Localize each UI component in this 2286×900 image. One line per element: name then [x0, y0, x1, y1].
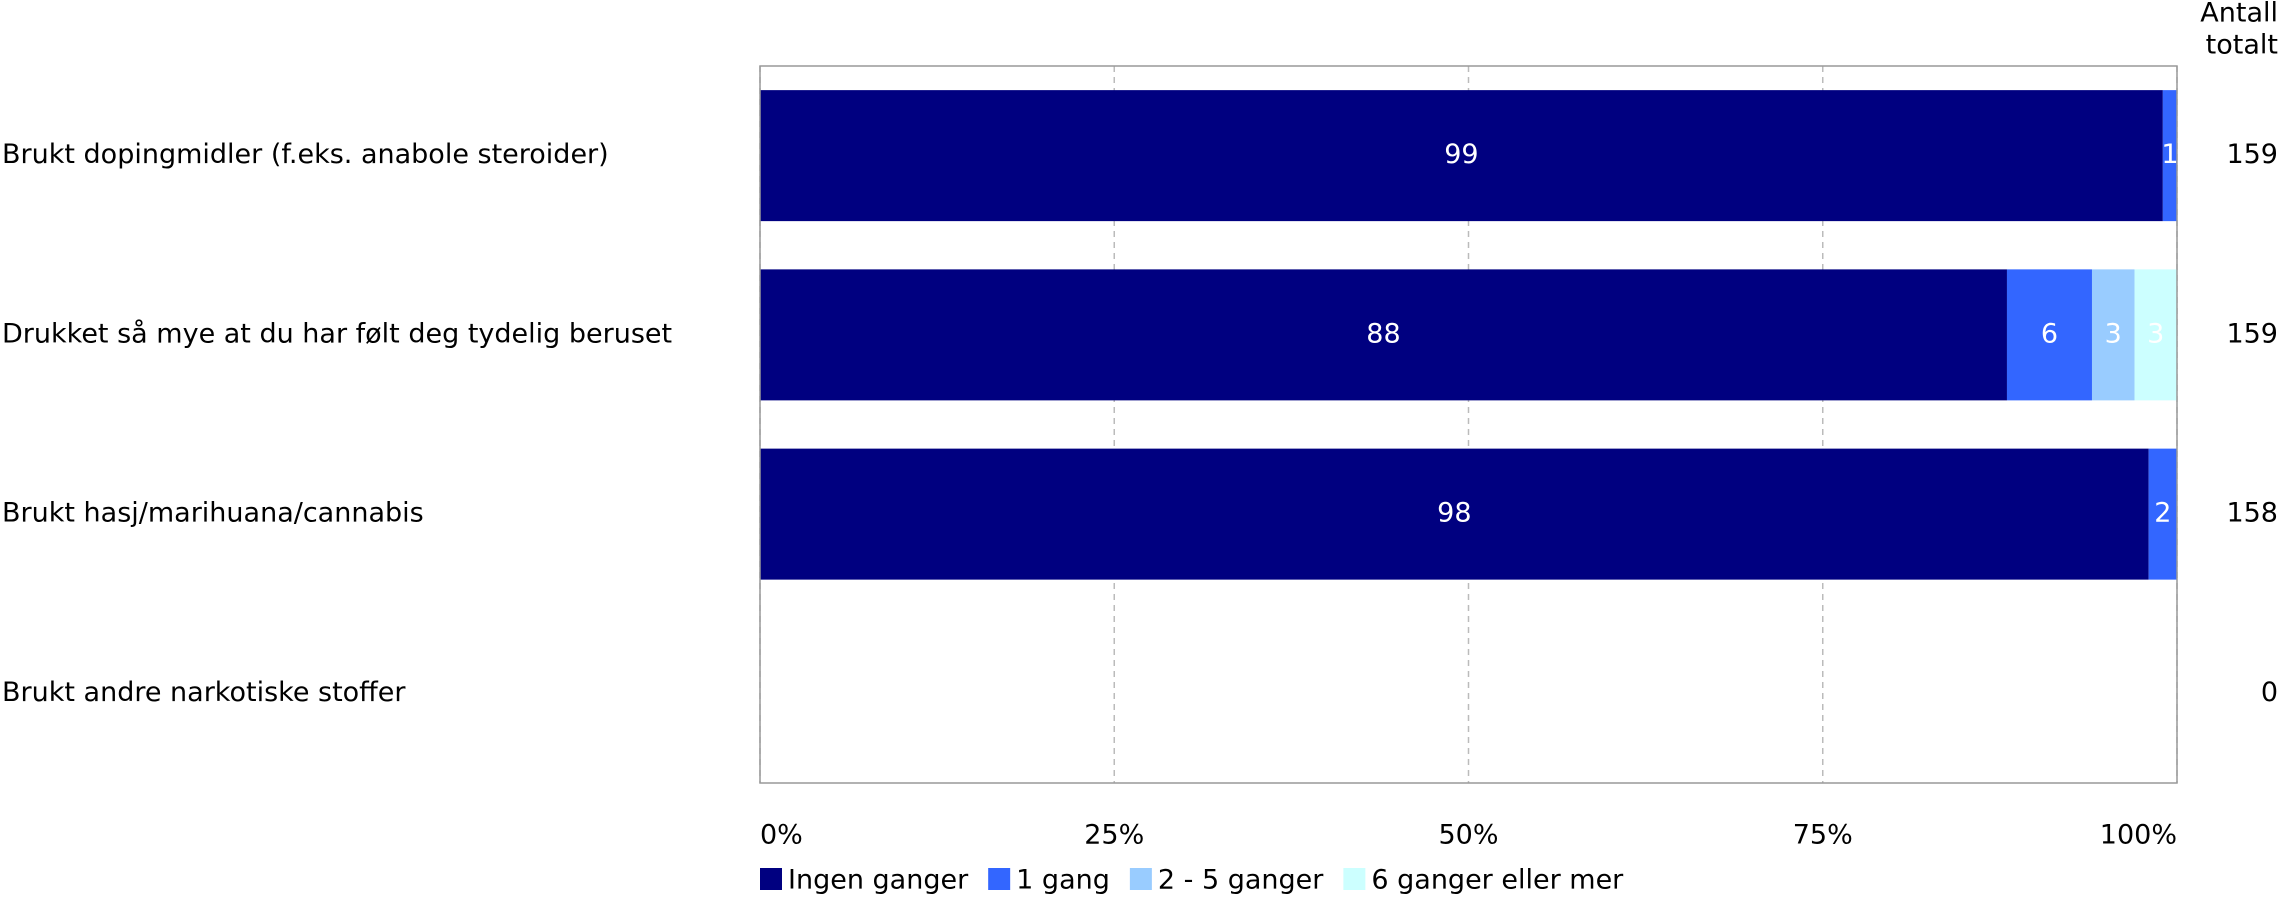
category-label: Drukket så mye at du har følt deg tydeli…: [2, 318, 672, 349]
bar-segment: [760, 269, 2007, 401]
x-tick-label: 50%: [1438, 820, 1498, 851]
category-label: Brukt dopingmidler (f.eks. anabole stero…: [2, 139, 609, 170]
data-label: 88: [1366, 318, 1400, 349]
legend-swatch: [1343, 868, 1366, 890]
totals-header: Antall: [2200, 0, 2278, 29]
legend-swatch: [1129, 868, 1152, 890]
total-label: 158: [2226, 498, 2278, 529]
plot-border: [759, 65, 2178, 784]
total-label: 159: [2226, 139, 2278, 170]
legend-label: Ingen ganger: [788, 865, 969, 896]
data-label: 98: [1437, 498, 1471, 529]
bar-segment: [2091, 269, 2135, 401]
totals-header: totalt: [2206, 30, 2278, 61]
data-label: 3: [2147, 318, 2164, 349]
bar-segment: [2006, 269, 2092, 401]
category-label: Brukt andre narkotiske stoffer: [2, 677, 406, 708]
bar-segment: [2148, 448, 2177, 580]
x-tick-label: 0%: [760, 820, 803, 851]
data-label: 6: [2041, 318, 2058, 349]
x-tick-label: 75%: [1793, 820, 1853, 851]
legend-swatch: [988, 868, 1011, 890]
legend-label: 2 - 5 ganger: [1158, 865, 1324, 896]
category-label: Brukt hasj/marihuana/cannabis: [2, 498, 424, 529]
legend-label: 6 ganger eller mer: [1371, 865, 1624, 896]
bar-segment: [2162, 90, 2177, 222]
x-tick-label: 25%: [1084, 820, 1144, 851]
data-label: 3: [2105, 318, 2122, 349]
data-label: 99: [1444, 139, 1478, 170]
legend-label: 1 gang: [1016, 865, 1110, 896]
bar-segment: [760, 90, 2163, 222]
legend-swatch: [760, 868, 782, 890]
total-label: 0: [2261, 677, 2278, 708]
total-label: 159: [2226, 318, 2278, 349]
x-tick-label: 100%: [2100, 820, 2177, 851]
bar-segment: [2134, 269, 2177, 401]
data-label: 1: [2161, 139, 2178, 170]
bar-segment: [760, 448, 2149, 580]
data-label: 2: [2154, 498, 2171, 529]
